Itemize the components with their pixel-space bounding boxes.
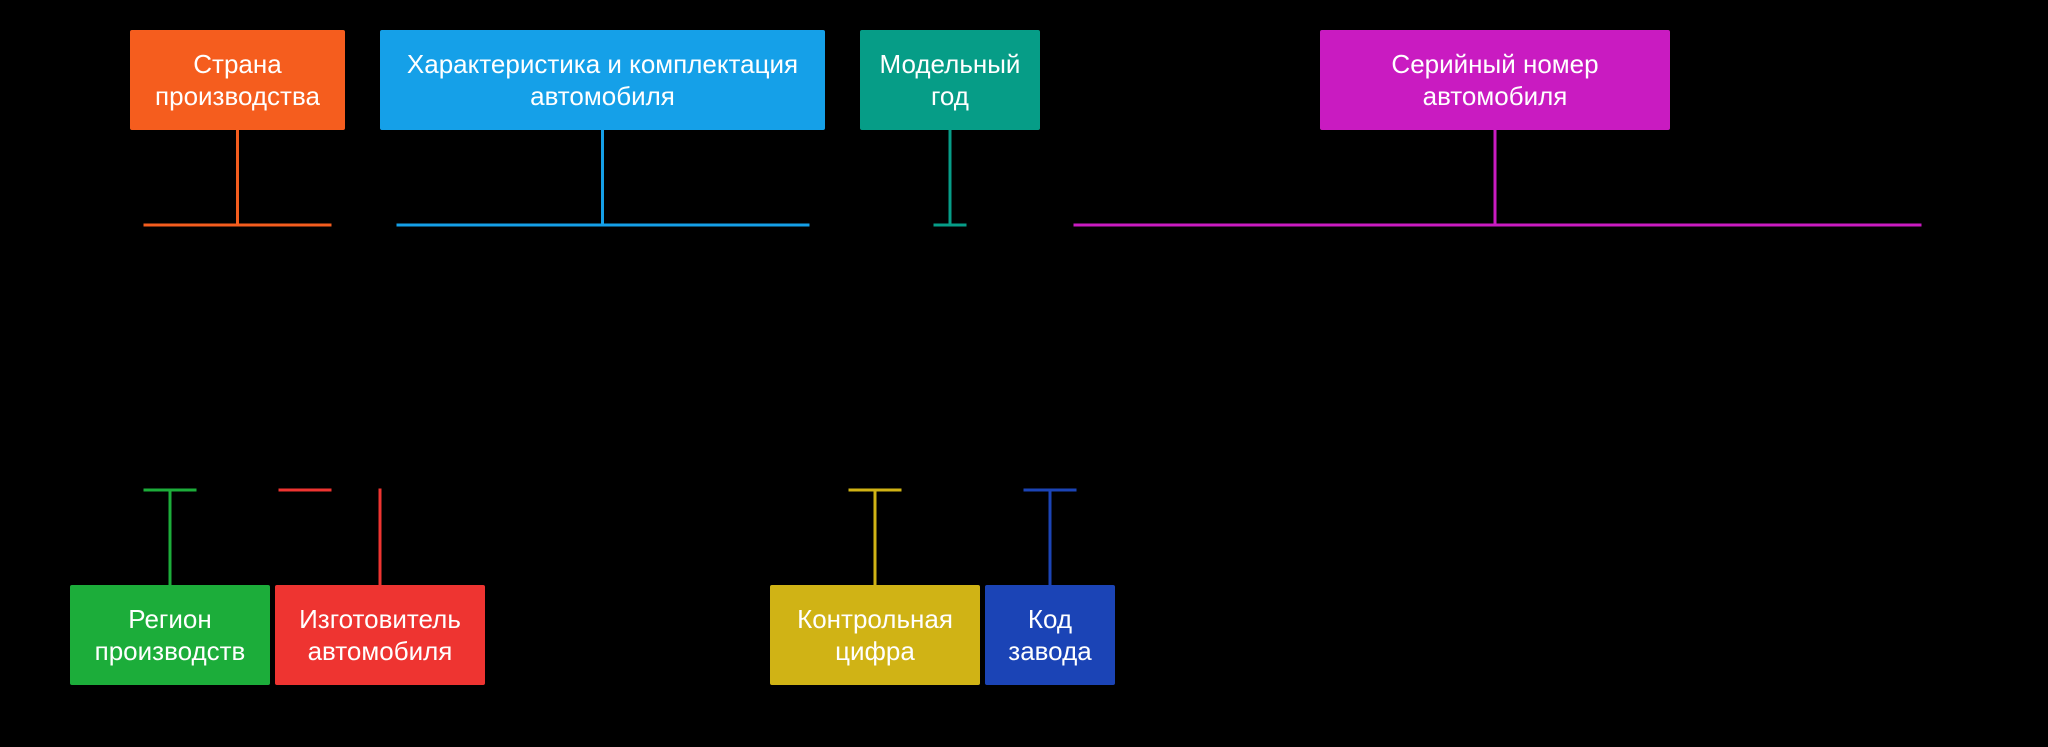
vin-structure-diagram: Странапроизводства Характеристика и комп… xyxy=(0,0,2048,747)
box-country: Странапроизводства xyxy=(130,30,345,130)
box-serial: Серийный номеравтомобиля xyxy=(1320,30,1670,130)
box-region: Регионпроизводств xyxy=(70,585,270,685)
box-specs: Характеристика и комплектацияавтомобиля xyxy=(380,30,825,130)
box-plant-code: Кодзавода xyxy=(985,585,1115,685)
box-manufacturer: Изготовительавтомобиля xyxy=(275,585,485,685)
box-model-year: Модельныйгод xyxy=(860,30,1040,130)
box-check-digit: Контрольнаяцифра xyxy=(770,585,980,685)
